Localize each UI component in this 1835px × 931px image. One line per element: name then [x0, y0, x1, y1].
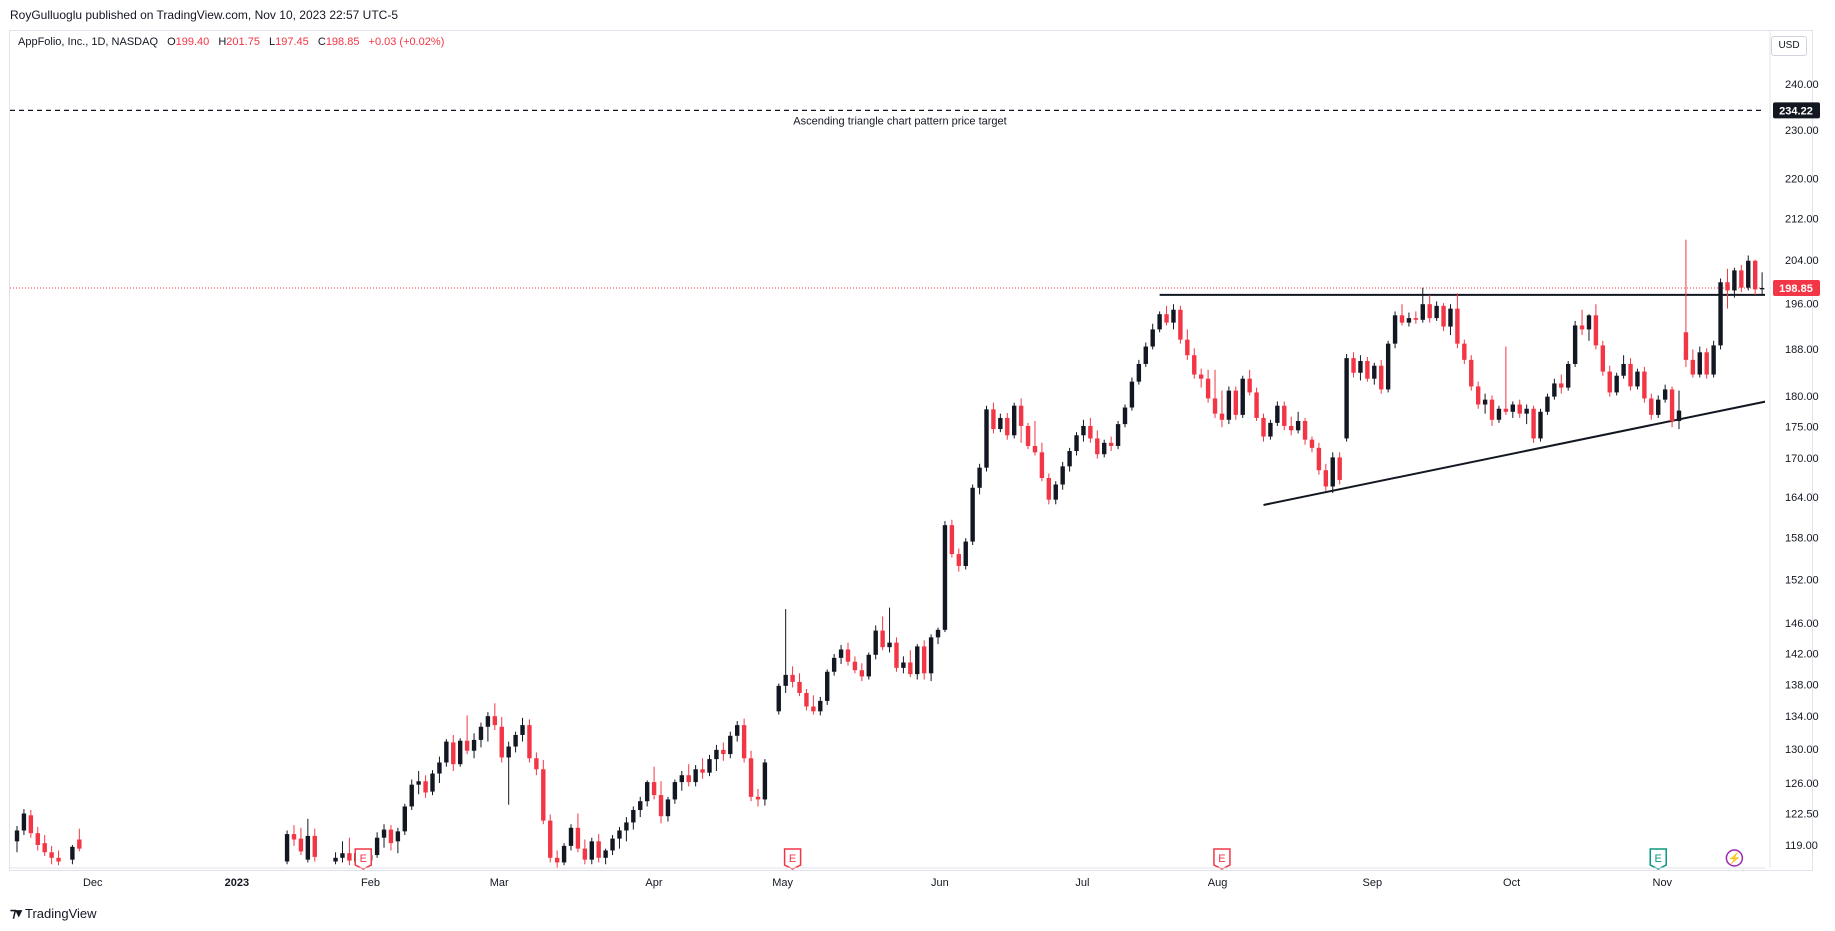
- x-tick-label: Aug: [1208, 877, 1228, 889]
- tradingview-logo[interactable]: ⁊▾ TradingView: [10, 905, 97, 921]
- x-tick-label: Sep: [1363, 877, 1383, 889]
- x-tick-label: Jun: [931, 877, 949, 889]
- x-tick-label: Apr: [645, 877, 662, 889]
- open-label: O: [167, 36, 176, 48]
- x-tick-label: Mar: [490, 877, 509, 889]
- high-value: 201.75: [226, 36, 260, 48]
- tradingview-logo-icon: ⁊▾: [10, 905, 22, 920]
- currency-button[interactable]: USD: [1771, 36, 1807, 56]
- high-label: H: [218, 36, 227, 48]
- x-tick-label: May: [772, 877, 793, 889]
- x-tick-label: Dec: [83, 877, 103, 889]
- open-value: 199.40: [175, 36, 210, 48]
- x-tick-label: Feb: [361, 877, 380, 889]
- x-tick-label: Nov: [1653, 877, 1673, 889]
- close-value: 198.85: [325, 36, 360, 48]
- x-tick-label: 2023: [225, 877, 249, 889]
- publisher-line: RoyGulluoglu published on TradingView.co…: [10, 8, 399, 22]
- ohlc-legend: AppFolio, Inc., 1D, NASDAQ O199.40 H201.…: [18, 36, 444, 48]
- change-value: +0.03 (+0.02%): [368, 36, 445, 48]
- tradingview-logo-text: TradingView: [25, 905, 97, 921]
- symbol-title: AppFolio, Inc., 1D, NASDAQ: [18, 36, 158, 48]
- close-label: C: [317, 36, 326, 48]
- low-label: L: [269, 36, 276, 48]
- chart-frame[interactable]: [9, 30, 1813, 871]
- x-tick-label: Oct: [1503, 877, 1520, 889]
- x-tick-label: Jul: [1075, 877, 1089, 889]
- low-value: 197.45: [275, 36, 309, 48]
